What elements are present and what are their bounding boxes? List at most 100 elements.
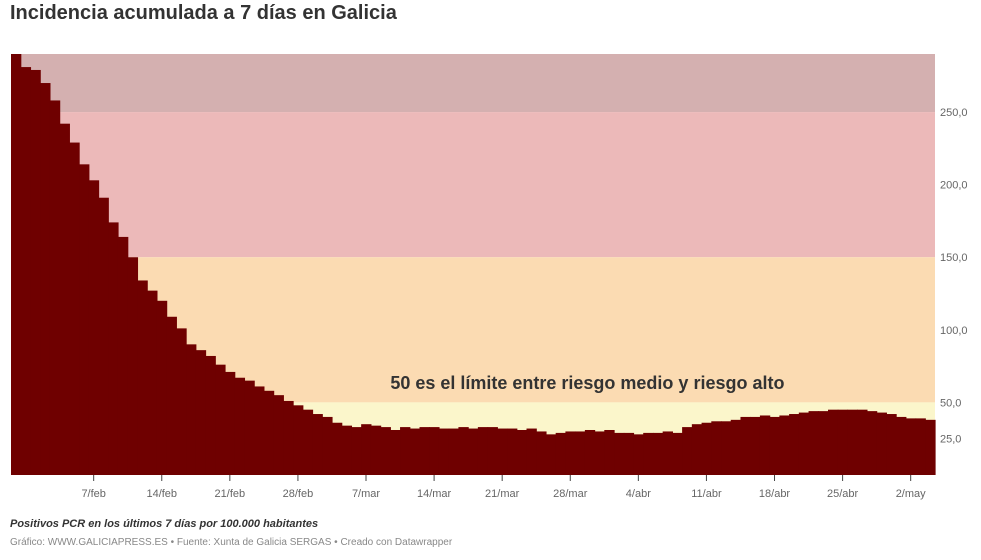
bar bbox=[69, 142, 80, 475]
bar bbox=[769, 416, 780, 475]
bar bbox=[682, 427, 693, 475]
bar bbox=[244, 380, 255, 475]
bar bbox=[750, 416, 761, 475]
x-tick-label: 21/mar bbox=[485, 488, 520, 500]
bar bbox=[896, 416, 907, 475]
risk-band-1 bbox=[11, 112, 935, 258]
bar bbox=[409, 428, 421, 475]
bar bbox=[701, 422, 712, 475]
bar bbox=[322, 416, 333, 475]
bar bbox=[915, 418, 926, 475]
incidence-bars bbox=[11, 54, 936, 476]
y-tick-label: 25,0 bbox=[940, 434, 961, 446]
bar bbox=[458, 427, 469, 475]
bar bbox=[545, 434, 557, 475]
incidence-chart: 25,0 50,0 100,0 150,0 200,0 250,0 7/feb 14/feb… bbox=[11, 54, 968, 500]
bar bbox=[176, 328, 187, 475]
bar bbox=[156, 300, 168, 475]
x-tick-label: 28/feb bbox=[283, 488, 314, 500]
x-tick-label: 4/abr bbox=[626, 488, 651, 500]
bar bbox=[526, 428, 537, 475]
bar bbox=[215, 364, 226, 475]
bar bbox=[594, 431, 605, 475]
bar bbox=[312, 414, 323, 475]
bar bbox=[905, 418, 917, 475]
bar bbox=[866, 411, 878, 475]
bar bbox=[117, 236, 129, 475]
bar bbox=[273, 395, 284, 475]
bar bbox=[789, 414, 800, 475]
bar bbox=[818, 411, 829, 475]
y-axis: 25,0 50,0 100,0 150,0 200,0 250,0 bbox=[940, 107, 968, 446]
bar bbox=[370, 425, 382, 475]
x-tick-label: 7/mar bbox=[352, 488, 380, 500]
bar bbox=[652, 432, 664, 475]
bar bbox=[808, 411, 819, 475]
bar bbox=[643, 432, 654, 475]
bar bbox=[847, 409, 858, 475]
bar bbox=[516, 429, 528, 475]
bar bbox=[49, 100, 61, 475]
bar bbox=[798, 412, 810, 475]
bar bbox=[604, 429, 615, 475]
bar bbox=[108, 222, 119, 475]
y-tick-label: 250,0 bbox=[940, 107, 968, 119]
bar bbox=[711, 421, 722, 475]
bar bbox=[857, 409, 868, 475]
x-tick-label: 14/feb bbox=[146, 488, 177, 500]
bar bbox=[380, 427, 391, 475]
bar bbox=[487, 427, 498, 475]
bar bbox=[137, 280, 148, 475]
bar bbox=[614, 432, 625, 475]
bar bbox=[633, 434, 644, 475]
footer-note: Positivos PCR en los últimos 7 días por … bbox=[10, 518, 319, 530]
bar bbox=[497, 428, 508, 475]
bar bbox=[779, 415, 790, 475]
bar bbox=[79, 164, 90, 475]
bar bbox=[147, 290, 158, 475]
bar bbox=[555, 432, 566, 475]
bar bbox=[730, 419, 742, 475]
x-tick-label: 14/mar bbox=[417, 488, 452, 500]
bar bbox=[293, 405, 304, 475]
bar bbox=[925, 419, 936, 475]
x-tick-label: 18/abr bbox=[759, 488, 791, 500]
bar bbox=[234, 377, 246, 475]
bar bbox=[195, 350, 207, 475]
bar bbox=[740, 416, 751, 475]
y-tick-label: 150,0 bbox=[940, 252, 968, 264]
bar bbox=[205, 355, 216, 475]
bar bbox=[166, 316, 177, 475]
bar bbox=[224, 371, 236, 475]
bar bbox=[876, 412, 887, 475]
bar bbox=[186, 344, 197, 475]
bar bbox=[302, 409, 314, 475]
x-axis: 7/feb 14/feb 21/feb 28/feb 7/mar 14/mar 21/mar… bbox=[81, 475, 926, 500]
bar bbox=[828, 409, 839, 475]
bar bbox=[419, 427, 430, 475]
y-tick-label: 200,0 bbox=[940, 180, 968, 192]
x-tick-label: 21/feb bbox=[215, 488, 246, 500]
bar bbox=[837, 409, 849, 475]
bar bbox=[575, 431, 586, 475]
y-tick-label: 100,0 bbox=[940, 325, 968, 337]
bar bbox=[59, 123, 70, 475]
bar bbox=[331, 422, 343, 475]
bar bbox=[341, 425, 353, 475]
bar bbox=[886, 414, 897, 475]
bar bbox=[263, 390, 275, 475]
bar bbox=[662, 431, 673, 475]
chart-title: Incidencia acumulada a 7 días en Galicia bbox=[10, 2, 397, 24]
bar bbox=[468, 428, 479, 475]
bar bbox=[438, 428, 450, 475]
bar bbox=[536, 431, 547, 475]
risk-band-0 bbox=[11, 54, 935, 113]
bar bbox=[351, 427, 362, 475]
bar bbox=[721, 421, 732, 475]
footer-credit: Gráfico: WWW.GALICIAPRESS.ES • Fuente: X… bbox=[10, 537, 453, 548]
bar bbox=[672, 432, 683, 475]
x-tick-label: 7/feb bbox=[81, 488, 105, 500]
bar bbox=[477, 427, 489, 475]
bar bbox=[759, 415, 771, 475]
bar bbox=[361, 424, 372, 475]
